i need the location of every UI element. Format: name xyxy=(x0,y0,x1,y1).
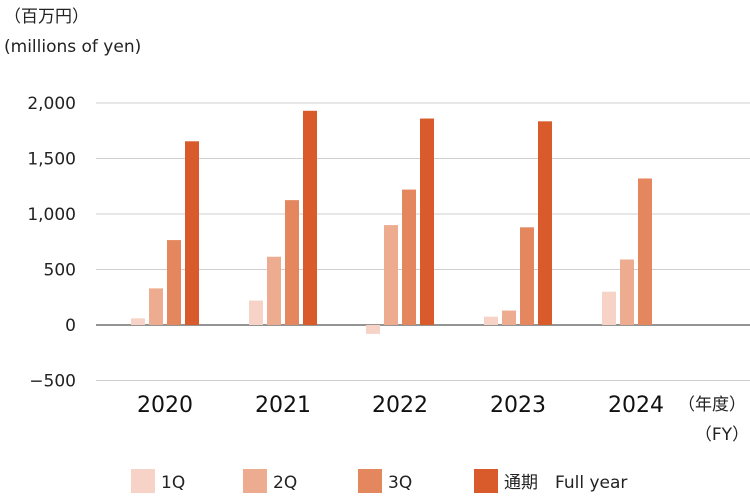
y-tick-label: 2,000 xyxy=(27,94,76,114)
legend-label: 3Q xyxy=(388,473,412,493)
bar-2024-2Q xyxy=(620,259,634,325)
bar-2021-3Q xyxy=(285,200,299,325)
bar-2023-3Q xyxy=(520,227,534,325)
y-tick-label: 0 xyxy=(65,316,76,336)
bar-2021-2Q xyxy=(267,256,281,325)
unit-label-en: (millions of yen) xyxy=(4,37,141,57)
x-unit-en: （FY） xyxy=(695,425,749,445)
bar-2023-2Q xyxy=(502,310,516,325)
legend-swatch xyxy=(131,469,155,493)
bar-2022-3Q xyxy=(402,189,416,325)
bar-2020-通期 xyxy=(185,141,199,325)
legend-swatch xyxy=(358,469,382,493)
bar-2023-通期 xyxy=(538,121,552,325)
x-unit-jp: （年度） xyxy=(678,395,746,415)
bar-2022-1Q xyxy=(366,325,380,334)
bar-2021-通期 xyxy=(303,110,317,326)
x-category-label: 2022 xyxy=(372,393,428,418)
bar-2020-2Q xyxy=(149,288,163,325)
legend-label: 通期 Full year xyxy=(504,473,627,493)
x-category-label: 2021 xyxy=(255,393,311,418)
bar-2022-通期 xyxy=(420,118,434,325)
x-category-label: 2023 xyxy=(490,393,546,418)
x-category-label: 2020 xyxy=(137,393,193,418)
legend-label: 1Q xyxy=(161,473,185,493)
y-tick-label: −500 xyxy=(29,372,76,392)
bar-2020-1Q xyxy=(131,318,145,325)
bar-2024-3Q xyxy=(638,178,652,325)
unit-label-jp: （百万円） xyxy=(4,7,89,27)
y-tick-label: 1,500 xyxy=(27,150,76,170)
bar-2023-1Q xyxy=(484,316,498,325)
bar-2022-2Q xyxy=(384,225,398,325)
legend: 1Q 2Q 3Q 通期 Full year xyxy=(131,469,627,493)
y-tick-label: 1,000 xyxy=(27,205,76,225)
bar-2024-1Q xyxy=(602,291,616,325)
y-tick-label: 500 xyxy=(44,261,76,281)
bar-2020-3Q xyxy=(167,240,181,325)
legend-label: 2Q xyxy=(273,473,297,493)
legend-swatch xyxy=(474,469,498,493)
x-category-label: 2024 xyxy=(608,393,664,418)
legend-swatch xyxy=(243,469,267,493)
bar-2021-1Q xyxy=(249,300,263,325)
